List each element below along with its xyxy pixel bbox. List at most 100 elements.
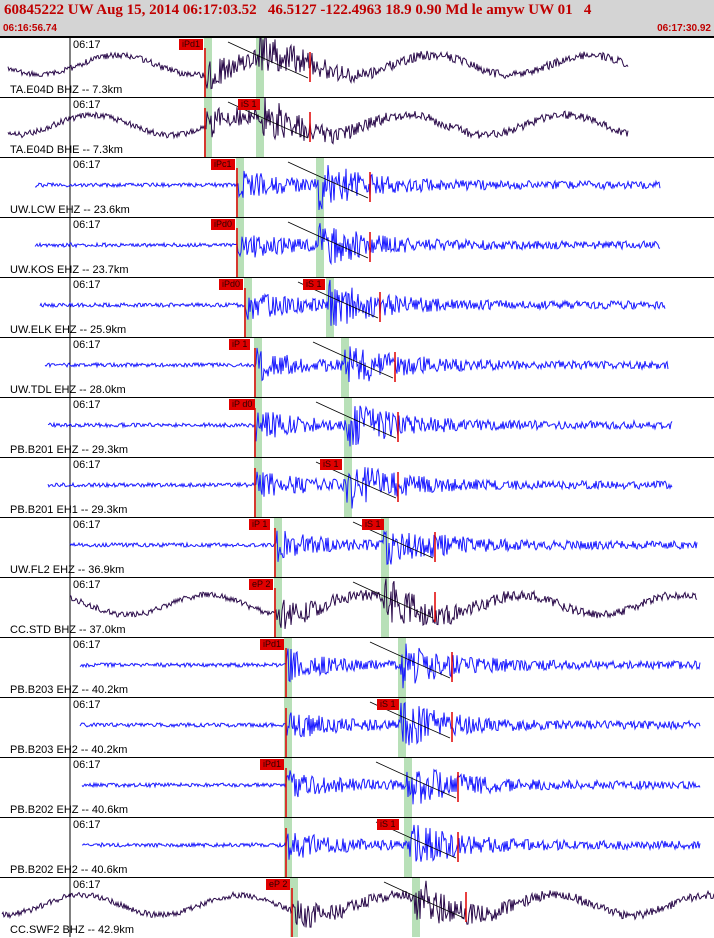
station-label: CC.STD BHZ -- 37.0km xyxy=(10,624,126,636)
trace-panel[interactable]: 06:17 CC.SWF2 BHZ -- 42.9km eP 2 xyxy=(0,877,714,937)
waveform-trace xyxy=(81,824,701,862)
phase-pick-label[interactable]: iP 1 xyxy=(249,519,271,530)
waveform-plot xyxy=(69,638,701,697)
phase-pick-label[interactable]: iP d0 xyxy=(229,399,256,410)
p-window xyxy=(254,338,262,397)
tick-label: 06:17 xyxy=(73,579,101,591)
tick-label: 06:17 xyxy=(73,459,101,471)
time-start-label: 06:16:56.74 xyxy=(3,23,57,34)
phase-pick-label[interactable]: iPd1 xyxy=(260,639,285,650)
p-window xyxy=(284,818,292,877)
s-window xyxy=(344,398,352,457)
phase-pick-label[interactable]: iPd0 xyxy=(219,279,244,290)
trace-panel[interactable]: 06:17 PB.B203 EH2 -- 40.2km iS 1 xyxy=(0,697,714,757)
waveform-plot xyxy=(7,38,629,97)
tick-label: 06:17 xyxy=(73,39,101,51)
phase-pick-label[interactable]: eP 2 xyxy=(266,879,291,890)
phase-pick-label[interactable]: iS 1 xyxy=(362,519,384,530)
waveform-trace xyxy=(79,701,701,746)
waveform-plot xyxy=(47,398,673,457)
waveform-trace xyxy=(79,643,701,689)
waveform-plot xyxy=(34,158,661,217)
event-title: 60845222 UW Aug 15, 2014 06:17:03.52 46.… xyxy=(4,2,592,18)
p-window xyxy=(254,398,262,457)
trace-panel[interactable]: 06:17 UW.KOS EHZ -- 23.7km iPd0 xyxy=(0,217,714,277)
theoretical-arrival-curve xyxy=(369,701,451,739)
seismogram-panels[interactable]: 06:17 TA.E04D BHZ -- 7.3km iPd1 06:17 TA.E04… xyxy=(0,37,714,938)
p-window xyxy=(284,758,292,817)
tick-label: 06:17 xyxy=(73,159,101,171)
tick-label: 06:17 xyxy=(73,279,101,291)
tick-label: 06:17 xyxy=(73,699,101,711)
trace-panel[interactable]: 06:17 PB.B201 EH1 -- 29.3km iS 1 xyxy=(0,457,714,517)
waveform-trace xyxy=(7,38,629,90)
phase-pick-label[interactable]: iS 1 xyxy=(377,699,399,710)
event-header: 60845222 UW Aug 15, 2014 06:17:03.52 46.… xyxy=(0,0,714,37)
theoretical-arrival-curve xyxy=(312,341,394,379)
trace-panel[interactable]: 06:17 UW.LCW EHZ -- 23.6km iPc1 xyxy=(0,157,714,217)
station-label: UW.KOS EHZ -- 23.7km xyxy=(10,264,129,276)
s-window xyxy=(381,518,389,577)
trace-panel[interactable]: 06:17 PB.B202 EHZ -- 40.6km iPd1 xyxy=(0,757,714,817)
s-window xyxy=(326,278,334,337)
theoretical-arrival-curve xyxy=(352,581,434,619)
trace-panel[interactable]: 06:17 CC.STD BHZ -- 37.0km eP 2 xyxy=(0,577,714,637)
waveform-plot xyxy=(69,518,698,577)
s-window xyxy=(256,38,264,97)
waveform-plot xyxy=(34,218,661,277)
theoretical-arrival-curve xyxy=(227,41,309,79)
p-window xyxy=(236,218,244,277)
p-window xyxy=(204,38,212,97)
waveform-trace xyxy=(34,165,661,211)
trace-panel[interactable]: 06:17 TA.E04D BHZ -- 7.3km iPd1 xyxy=(0,37,714,97)
station-label: TA.E04D BHZ -- 7.3km xyxy=(10,84,123,96)
phase-pick-label[interactable]: iS 1 xyxy=(238,99,260,110)
p-window xyxy=(244,278,252,337)
trace-panel[interactable]: 06:17 UW.FL2 EHZ -- 36.9km iP 1 iS 1 xyxy=(0,517,714,577)
p-window xyxy=(236,158,244,217)
trace-panel[interactable]: 06:17 PB.B203 EHZ -- 40.2km iPd1 xyxy=(0,637,714,697)
phase-pick-label[interactable]: iS 1 xyxy=(377,819,399,830)
tick-label: 06:17 xyxy=(73,879,101,891)
waveform-plot xyxy=(69,758,701,817)
waveform-trace xyxy=(47,467,673,509)
phase-pick-label[interactable]: iPd1 xyxy=(260,759,285,770)
theoretical-arrival-curve xyxy=(227,101,309,139)
phase-pick-label[interactable]: iPd1 xyxy=(179,39,204,50)
trace-panel[interactable]: 06:17 PB.B202 EH2 -- 40.6km iS 1 xyxy=(0,817,714,877)
phase-pick-label[interactable]: iPd0 xyxy=(211,219,236,230)
p-window xyxy=(204,98,212,157)
trace-panel[interactable]: 06:17 PB.B201 EHZ -- 29.3km iP d0 xyxy=(0,397,714,457)
phase-pick-label[interactable]: iS 1 xyxy=(303,279,325,290)
phase-pick-label[interactable]: eP 2 xyxy=(249,579,274,590)
waveform-trace xyxy=(69,529,698,565)
s-window xyxy=(256,98,264,157)
waveform-plot xyxy=(69,818,701,877)
phase-pick-label[interactable]: iP 1 xyxy=(229,339,251,350)
phase-pick-label[interactable]: iPc1 xyxy=(211,159,235,170)
phase-pick-label[interactable]: iS 1 xyxy=(320,459,342,470)
trace-panel[interactable]: 06:17 UW.TDL EHZ -- 28.0km iP 1 xyxy=(0,337,714,397)
p-window xyxy=(274,578,282,637)
trace-panel[interactable]: 06:17 UW.ELK EHZ -- 25.9km iPd0 iS 1 xyxy=(0,277,714,337)
tick-label: 06:17 xyxy=(73,399,101,411)
waveform-plot xyxy=(47,458,673,517)
waveform-trace xyxy=(39,279,666,326)
waveform-trace xyxy=(81,768,701,805)
station-label: PB.B202 EH2 -- 40.6km xyxy=(10,864,128,876)
station-label: UW.FL2 EHZ -- 36.9km xyxy=(10,564,125,576)
theoretical-arrival-curve xyxy=(287,161,369,199)
theoretical-arrival-curve xyxy=(287,221,369,259)
station-label: UW.ELK EHZ -- 25.9km xyxy=(10,324,127,336)
theoretical-arrival-curve xyxy=(369,641,451,679)
waveform-trace xyxy=(34,223,661,266)
s-window xyxy=(412,878,420,937)
trace-panel[interactable]: 06:17 TA.E04D BHE -- 7.3km iS 1 xyxy=(0,97,714,157)
station-label: UW.LCW EHZ -- 23.6km xyxy=(10,204,130,216)
waveform-trace xyxy=(47,405,673,447)
station-label: TA.E04D BHE -- 7.3km xyxy=(10,144,123,156)
waveform-plot xyxy=(7,98,629,157)
tick-label: 06:17 xyxy=(73,339,101,351)
tick-label: 06:17 xyxy=(73,519,101,531)
s-window xyxy=(341,338,349,397)
